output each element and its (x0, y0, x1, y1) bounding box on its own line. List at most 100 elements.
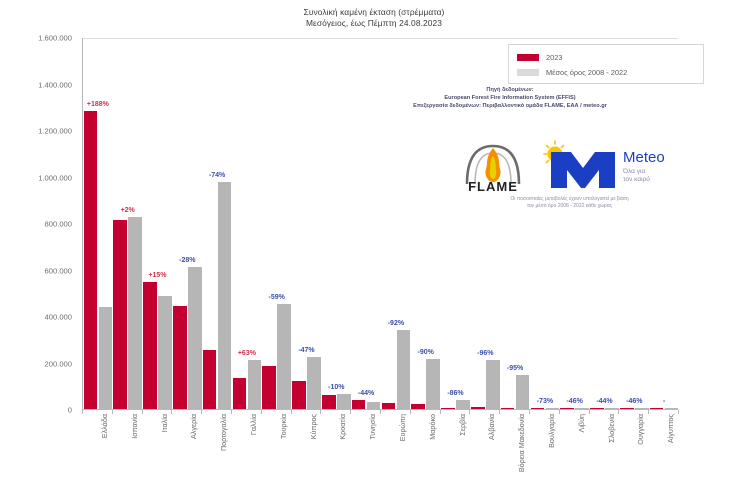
bar-average (456, 400, 470, 409)
y-axis-tick-label: 1.400.000 (38, 80, 72, 89)
bar-current-year (560, 408, 575, 409)
x-axis-tick (499, 410, 501, 414)
bar-average (634, 408, 649, 409)
x-axis-tick (648, 410, 650, 414)
x-axis-labels: Ελλάδα Ισπανία Ιταλία Αλγερία Πορτογαλία Γαλλ… (82, 414, 678, 498)
source-line-1: Πηγή δεδομένων: (486, 87, 534, 93)
bar-current-year (292, 381, 306, 409)
bar-current-year (113, 219, 128, 409)
legend-item-average: Μέσος όρος 2008 - 2022 (517, 65, 695, 80)
bar-group: -95% (500, 38, 530, 409)
bar-average (366, 402, 381, 409)
bar-current-year (470, 406, 485, 409)
bar-average (307, 356, 321, 409)
bar-group: -92% (381, 38, 411, 409)
bar-percent-label: -90% (417, 349, 434, 357)
footnote-line-1: Οι ποσοστιαίες μεταβολές έχουν υπολογιστ… (510, 196, 629, 202)
footnote: Οι ποσοστιαίες μεταβολές έχουν υπολογιστ… (462, 196, 677, 210)
flame-logo-text: FLAME (468, 179, 518, 194)
bar-current-year (619, 408, 634, 409)
x-axis-tick (231, 410, 232, 414)
bar-percent-label: -73% (536, 397, 554, 405)
bar-current-year (530, 408, 545, 409)
bar-percent-label: -44% (357, 389, 375, 397)
bar-percent-label: +63% (237, 350, 256, 358)
y-axis-tick-label: 0 (67, 405, 72, 415)
bar-percent-label: +188% (86, 101, 109, 109)
bar-average (187, 267, 202, 409)
x-axis-tick (678, 410, 679, 414)
bar-percent-label: -10% (328, 383, 345, 391)
bar-percent-label: -47% (298, 346, 315, 354)
y-axis-tick-label: 1.000.000 (38, 173, 72, 182)
bar-current-year (262, 366, 277, 409)
bar-percent-label: -96% (477, 350, 494, 358)
flame-logo-icon (465, 144, 521, 185)
x-axis-category-label: Ευρώπη (397, 414, 407, 442)
bar-current-year (172, 305, 187, 409)
bar-percent-label: -86% (447, 390, 464, 398)
y-axis-tick-label: 1.600.000 (38, 33, 72, 43)
bar-current-year (590, 408, 604, 409)
bar-average (277, 304, 291, 409)
x-axis-category-label: Λιβύη (576, 414, 586, 433)
x-axis-category-label: Γαλλία (248, 414, 258, 436)
legend-label-average: Μέσος όρος 2008 - 2022 (546, 68, 628, 77)
x-axis-tick (111, 410, 113, 414)
bar-percent-label: -95% (506, 365, 524, 373)
chart-title-line-1: Συνολική καμένη έκταση (στρέμματα) (303, 7, 445, 17)
meteo-tagline-line-1: Όλα για (622, 168, 645, 175)
bar-average (247, 360, 262, 409)
x-axis-category-label: Τουρκία (278, 414, 288, 439)
bar-average (336, 393, 351, 409)
y-axis-tick-label: 400.000 (44, 312, 72, 322)
bar-average (515, 375, 530, 409)
x-axis-category-label: Αλβανία (487, 414, 497, 441)
x-axis-tick (409, 410, 411, 414)
meteo-logo-icon (543, 140, 615, 188)
bar-group: -44% (351, 38, 381, 409)
x-axis-tick (558, 410, 560, 414)
bar-group: -47% (292, 38, 322, 409)
x-axis-ticks (82, 410, 679, 414)
x-axis-category-label: Σερβία (457, 414, 467, 436)
bar-group: -90% (411, 38, 441, 409)
bar-average (575, 408, 589, 409)
bar-current-year (232, 377, 247, 409)
bar-group: +63% (232, 38, 262, 409)
bar-percent-label: -46% (626, 398, 643, 405)
chart-title: Συνολική καμένη έκταση (στρέμματα) Μεσόγ… (0, 7, 748, 29)
bar-percent-label: - (662, 398, 666, 405)
bar-current-year (202, 349, 217, 409)
plot-top-border (82, 38, 678, 39)
footnote-line-2: τον μέσο όρο 2008 - 2022 κάθε χώρας (526, 203, 613, 209)
bar-percent-label: -74% (208, 172, 226, 180)
x-axis-category-label: Μαρόκο (427, 414, 437, 440)
x-axis-tick (618, 410, 620, 414)
bar-group: +15% (143, 38, 173, 409)
bar-average (426, 359, 440, 409)
meteo-tagline-line-2: τον καιρό (623, 175, 650, 183)
bar-group: -46% (619, 38, 649, 409)
x-axis-tick (82, 410, 83, 414)
bar-percent-label: -92% (387, 319, 405, 327)
x-axis-tick (439, 410, 441, 414)
x-axis-tick (320, 410, 322, 414)
plot-area: +188% +2% +15% -28% -74% +63% -59% -47% -10% -44%… (82, 38, 679, 410)
bar-current-year (381, 403, 396, 409)
y-axis-tick-label: 600.000 (44, 266, 72, 275)
x-axis-category-label: Ελλάδα (99, 414, 109, 439)
x-axis-tick (350, 410, 352, 414)
bar-current-year (500, 408, 515, 409)
bar-percent-label: +2% (120, 207, 135, 215)
bar-group: -10% (321, 38, 351, 409)
x-axis-category-label: Σλοβενία (606, 414, 616, 443)
bar-group: -86% (441, 38, 471, 409)
source-attribution: Πηγή δεδομένων: European Forest Fire Inf… (330, 86, 690, 110)
logo-group: FLAME Meteo Όλα για τον καιρό (455, 132, 680, 194)
source-line-3: Επεξεργασία δεδομένων: Περιβαλλοντικό ομ… (413, 103, 607, 109)
x-axis-category-label: Βουλγαρία (546, 414, 556, 448)
bar-current-year (143, 282, 157, 409)
x-axis-tick (529, 410, 530, 414)
bar-group: -44% (590, 38, 620, 409)
